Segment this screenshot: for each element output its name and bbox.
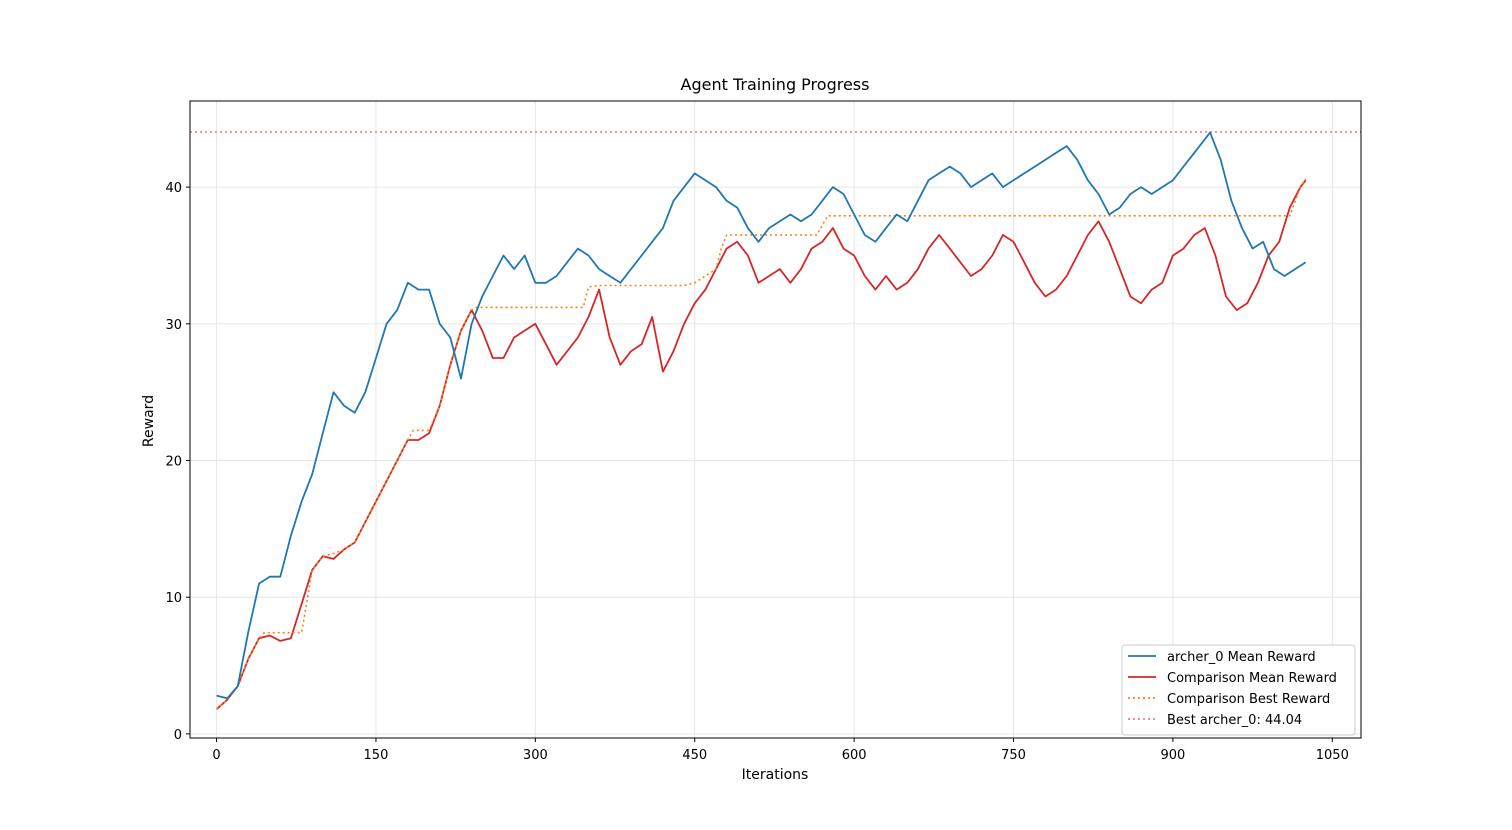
x-tick-label: 750 (1001, 748, 1026, 763)
series-line-2 (216, 178, 1307, 710)
y-tick-label: 20 (165, 455, 182, 470)
y-tick-label: 30 (165, 318, 182, 333)
legend-label: Best archer_0: 44.04 (1167, 713, 1302, 728)
legend-label: Comparison Best Reward (1167, 692, 1330, 707)
series-layer (190, 131, 1361, 710)
legend-label: Comparison Mean Reward (1167, 671, 1337, 686)
legend-box (1121, 644, 1356, 736)
legend: archer_0 Mean Reward Comparison Mean Rewa… (1121, 644, 1356, 736)
x-tick-label: 300 (523, 748, 548, 763)
x-tick-label: 900 (1161, 748, 1186, 763)
series-line-1 (215, 179, 1307, 710)
x-tick-label: 0 (212, 748, 220, 763)
x-tick-label: 450 (682, 748, 707, 763)
series-line-0 (216, 131, 1307, 700)
y-tick-label: 10 (165, 591, 182, 606)
y-axis-label: Reward (141, 395, 157, 447)
chart-title: Agent Training Progress (681, 75, 870, 94)
y-tick-label: 40 (165, 181, 182, 196)
x-tick-label: 150 (364, 748, 389, 763)
x-tick-label: 1050 (1316, 748, 1349, 763)
x-tick-label: 600 (842, 748, 867, 763)
plot-frame (189, 100, 1362, 739)
legend-label: archer_0 Mean Reward (1167, 650, 1316, 665)
x-axis-label: Iterations (742, 767, 809, 783)
grid-lines (190, 101, 1361, 738)
y-tick-label: 0 (174, 728, 182, 743)
axis-ticks: 0 150 300 450 600 750 900 1050 0 10 20 30 40 (165, 181, 1348, 763)
